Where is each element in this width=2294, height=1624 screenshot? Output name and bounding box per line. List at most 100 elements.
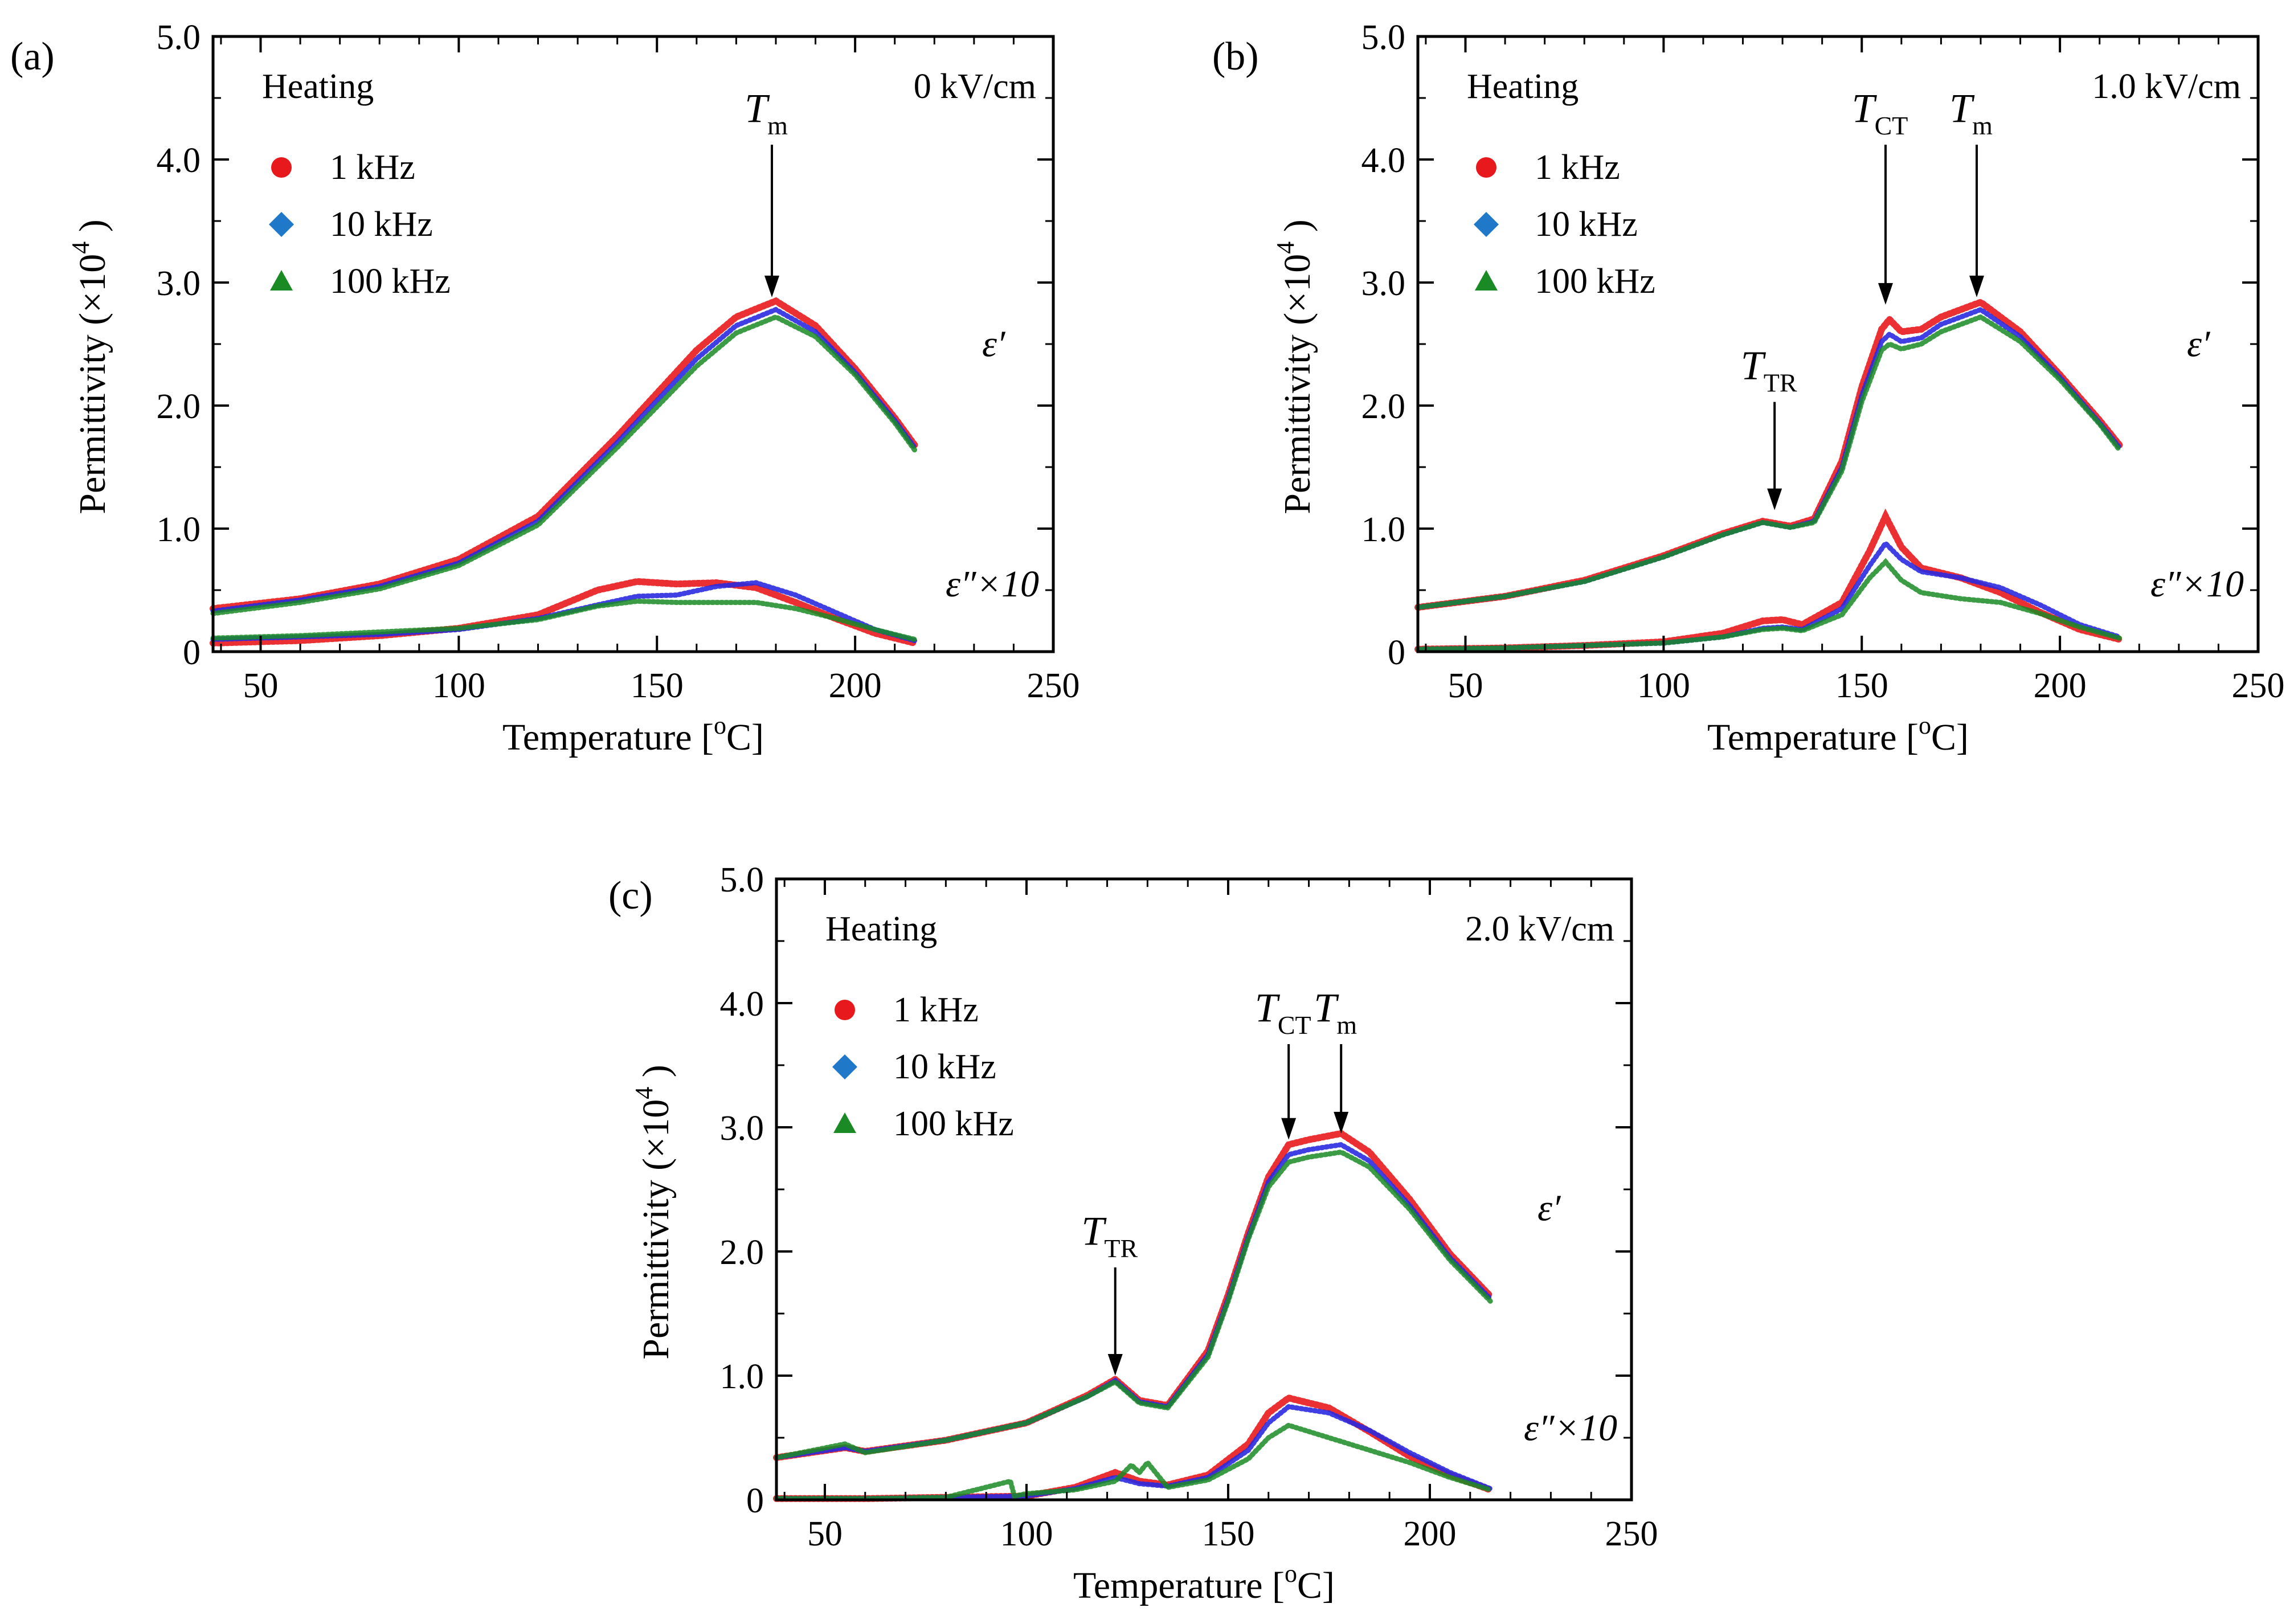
legend-marker — [269, 212, 294, 237]
mode-label: Heating — [262, 67, 374, 106]
series-10-khz-real — [210, 306, 917, 614]
x-tick-label: 250 — [2232, 666, 2285, 705]
annotation-label: TCT — [1255, 985, 1311, 1040]
legend-label: 1 kHz — [330, 148, 415, 187]
arrow-head — [1767, 488, 1782, 510]
eps-imag-label: ε″×10 — [946, 563, 1039, 605]
mode-label: Heating — [825, 910, 937, 948]
y-tick-label: 0 — [746, 1482, 764, 1520]
series-1-khz-imag — [210, 578, 918, 647]
annotation-ct: TCT — [1255, 985, 1311, 1140]
y-tick-label: 3.0 — [720, 1109, 764, 1148]
arrow-head — [1334, 1111, 1349, 1134]
x-tick-label: 100 — [1000, 1515, 1053, 1553]
chart-panel-b: (b) 50 100 150 200 250 0 1.0 2.0 3.0 4.0 5.0 Tempera… — [1212, 18, 2285, 758]
series-line — [210, 578, 918, 647]
legend-marker — [835, 1000, 855, 1020]
series-line — [774, 1142, 1493, 1461]
eps-imag-label: ε″×10 — [1524, 1407, 1617, 1449]
series-line — [210, 314, 917, 616]
eps-real-label: ε′ — [1537, 1188, 1561, 1229]
legend-entry: 1 kHz — [835, 991, 979, 1029]
plot-frame — [1416, 35, 2260, 653]
legend-label: 100 kHz — [893, 1105, 1014, 1143]
arrow-head — [1107, 1354, 1123, 1376]
series-1-khz-real — [210, 297, 918, 612]
y-tick-label: 4.0 — [157, 141, 201, 180]
y-tick-label: 1.0 — [1361, 510, 1406, 549]
legend-marker — [271, 157, 292, 178]
y-tick-label: 5.0 — [1361, 18, 1406, 57]
legend-entry: 10 kHz — [269, 205, 433, 244]
legend-label: 100 kHz — [1535, 262, 1655, 301]
legend-entry: 100 kHz — [270, 262, 451, 301]
series-line — [1415, 539, 2122, 652]
x-tick-label: 50 — [1447, 666, 1483, 705]
legend-marker — [1476, 157, 1496, 178]
chart-panel-a: (a) 50 100 150 200 250 0 1.0 2.0 3.0 4.0 5.0 Tempera… — [10, 18, 1080, 758]
y-tick-label: 2.0 — [720, 1233, 764, 1272]
annotation-ct: TCT — [1852, 85, 1908, 305]
x-tick-label: 50 — [243, 666, 278, 705]
x-tick-label: 150 — [1835, 666, 1888, 705]
x-axis-label: Temperature [oC] — [1707, 711, 1969, 758]
series-line — [210, 598, 917, 642]
series-100-khz-real — [210, 314, 917, 616]
x-tick-label: 200 — [1403, 1515, 1456, 1553]
legend-label: 10 kHz — [893, 1048, 996, 1086]
series-100-khz-real — [774, 1149, 1493, 1461]
y-tick-label: 1.0 — [720, 1357, 764, 1396]
legend-label: 100 kHz — [330, 262, 451, 301]
annotation-m: Tm — [1314, 985, 1357, 1134]
legend-entry: 10 kHz — [1474, 205, 1638, 244]
series-100-khz-real — [1415, 314, 2122, 610]
eps-imag-label: ε″×10 — [2150, 563, 2244, 605]
annotation-label: TTR — [1741, 343, 1797, 398]
annotation-tr: TTR — [1081, 1208, 1138, 1376]
y-tick-label: 2.0 — [157, 387, 201, 426]
x-axis-label: Temperature [oC] — [1073, 1560, 1335, 1606]
series-line — [1415, 314, 2122, 610]
x-tick-label: 150 — [1201, 1515, 1254, 1553]
annotation-m: Tm — [1949, 85, 1993, 297]
legend-label: 10 kHz — [1535, 205, 1638, 244]
y-axis-label: Permittivity (×104 ) — [630, 1065, 677, 1360]
eps-real-label: ε′ — [982, 324, 1006, 365]
panel-label: (a) — [10, 35, 55, 79]
annotation-label: TCT — [1852, 85, 1908, 140]
legend-marker — [1475, 270, 1498, 291]
annotation-label: Tm — [745, 85, 788, 140]
chart-panel-c: (c) 50 100 150 200 250 0 1.0 2.0 3.0 4.0 5.0 Tempera… — [608, 861, 1658, 1606]
panel-label: (b) — [1212, 35, 1259, 79]
series-100-khz-imag — [774, 1422, 1493, 1502]
annotation-tr: TTR — [1741, 343, 1797, 510]
series-line — [1415, 306, 2122, 610]
annotation-m: Tm — [745, 85, 788, 297]
series-line — [774, 1149, 1493, 1461]
arrow-head — [764, 275, 780, 297]
series-100-khz-imag — [210, 598, 917, 642]
series-line — [1415, 558, 2122, 652]
series-line — [210, 306, 917, 614]
legend-label: 1 kHz — [1535, 148, 1620, 187]
arrow-head — [1969, 275, 1985, 297]
series-10-khz-real — [774, 1142, 1493, 1461]
legend-marker — [1474, 212, 1499, 237]
x-tick-label: 150 — [631, 666, 684, 705]
y-axis-label: Permittivity (×104 ) — [1271, 219, 1318, 514]
legend-marker — [833, 1112, 856, 1133]
arrow-head — [1281, 1118, 1297, 1140]
eps-real-label: ε′ — [2187, 324, 2211, 365]
y-axis-label: Permittivity (×104 ) — [67, 219, 113, 514]
field-title: 0 kV/cm — [914, 67, 1036, 106]
panel-label: (c) — [608, 874, 653, 918]
x-tick-label: 100 — [1637, 666, 1690, 705]
annotation-label: TTR — [1081, 1208, 1138, 1263]
legend-label: 10 kHz — [330, 205, 433, 244]
series-100-khz-imag — [1415, 558, 2122, 652]
x-tick-label: 200 — [829, 666, 882, 705]
y-tick-label: 4.0 — [720, 985, 764, 1024]
annotation-label: Tm — [1949, 85, 1993, 140]
y-tick-label: 1.0 — [157, 510, 201, 549]
